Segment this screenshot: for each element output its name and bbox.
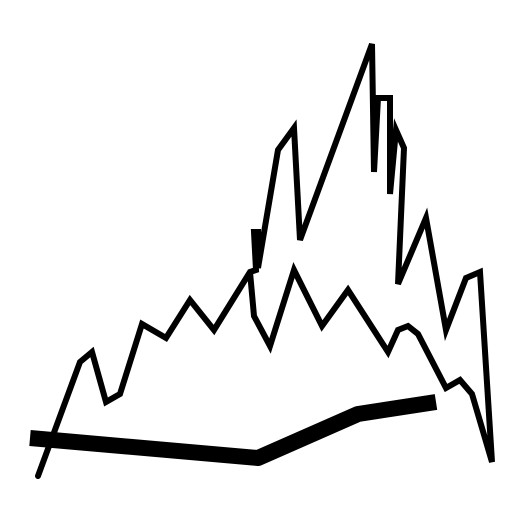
ground-line (29, 394, 438, 466)
mountain-outline (35, 42, 495, 479)
